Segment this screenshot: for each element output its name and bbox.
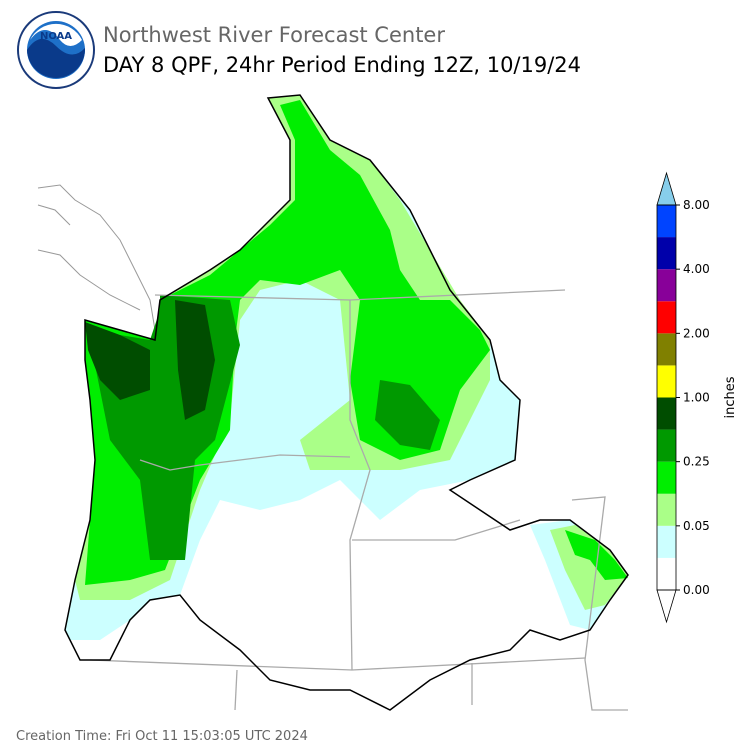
- state-boundaries: [89, 289, 628, 711]
- colorbar-bin: [657, 461, 676, 494]
- colorbar-bin: [657, 397, 676, 430]
- coastline: [37, 184, 156, 331]
- colorbar-bin: [657, 269, 676, 302]
- colorbar-bin: [657, 525, 676, 558]
- colorbar-bin: [657, 557, 676, 590]
- colorbar-bin: [657, 205, 676, 238]
- colorbar-over: [656, 171, 677, 206]
- colorbar-label: inches: [723, 376, 738, 418]
- colorbar-tick-label: 0.25: [683, 455, 710, 469]
- colorbar-tick-label: 1.00: [683, 391, 710, 405]
- logo-text: NOAA: [40, 31, 72, 42]
- creation-time: Creation Time: Fri Oct 11 15:03:05 UTC 2…: [16, 729, 308, 744]
- basin-outline: [64, 94, 629, 711]
- colorbar-tick-label: 0.05: [683, 519, 710, 533]
- noaa-logo: NOAA: [17, 11, 95, 89]
- subtitle: DAY 8 QPF, 24hr Period Ending 12Z, 10/19…: [103, 53, 581, 77]
- colorbar-bin: [657, 301, 676, 334]
- colorbar-tick-label: 8.00: [683, 198, 710, 212]
- colorbar-bin: [657, 333, 676, 366]
- colorbar: 0.00 0.05 0.25 1.00 2.00 4.00 8.00 inches: [656, 171, 738, 624]
- colorbar-tick-label: 4.00: [683, 262, 710, 276]
- colorbar-bin: [657, 493, 676, 526]
- colorbar-bin: [657, 365, 676, 398]
- colorbar-under: [656, 589, 677, 624]
- colorbar-bin: [657, 429, 676, 462]
- colorbar-bin: [657, 237, 676, 270]
- title: Northwest River Forecast Center: [103, 23, 445, 47]
- colorbar-tick-label: 0.00: [683, 583, 710, 597]
- qpf-field: [65, 95, 628, 710]
- colorbar-tick-label: 2.00: [683, 326, 710, 340]
